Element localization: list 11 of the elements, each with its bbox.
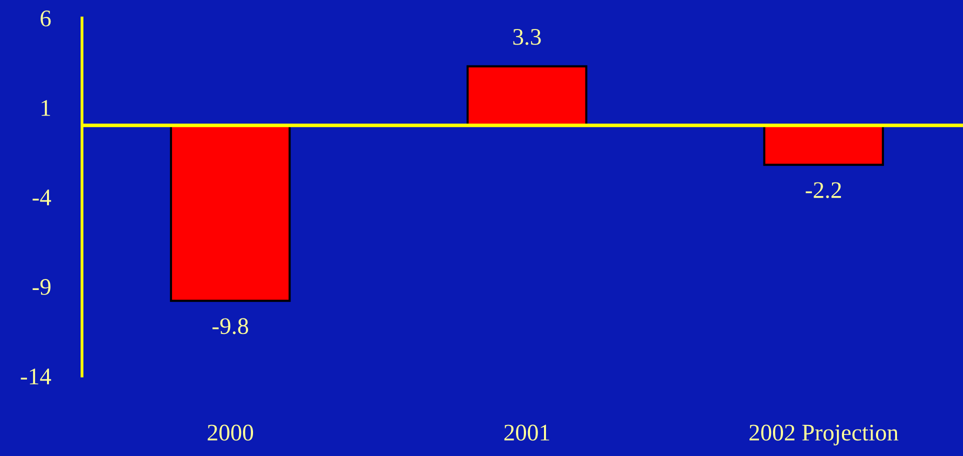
data-label: -2.2 — [806, 182, 841, 198]
y-tick-label: -14 — [20, 368, 52, 384]
y-tick-label: 6 — [40, 10, 51, 26]
y-tick-label: 1 — [42, 100, 50, 116]
x-tick-label: 2000 — [208, 424, 254, 441]
x-tick-label: 2002 Projection — [750, 424, 898, 446]
y-tick-label: -4 — [32, 190, 52, 206]
data-label: 3.3 — [513, 29, 541, 45]
x-tick-label: 2001 — [504, 424, 550, 441]
data-label: -9.8 — [212, 318, 248, 334]
y-tick-label: -9 — [32, 279, 50, 295]
